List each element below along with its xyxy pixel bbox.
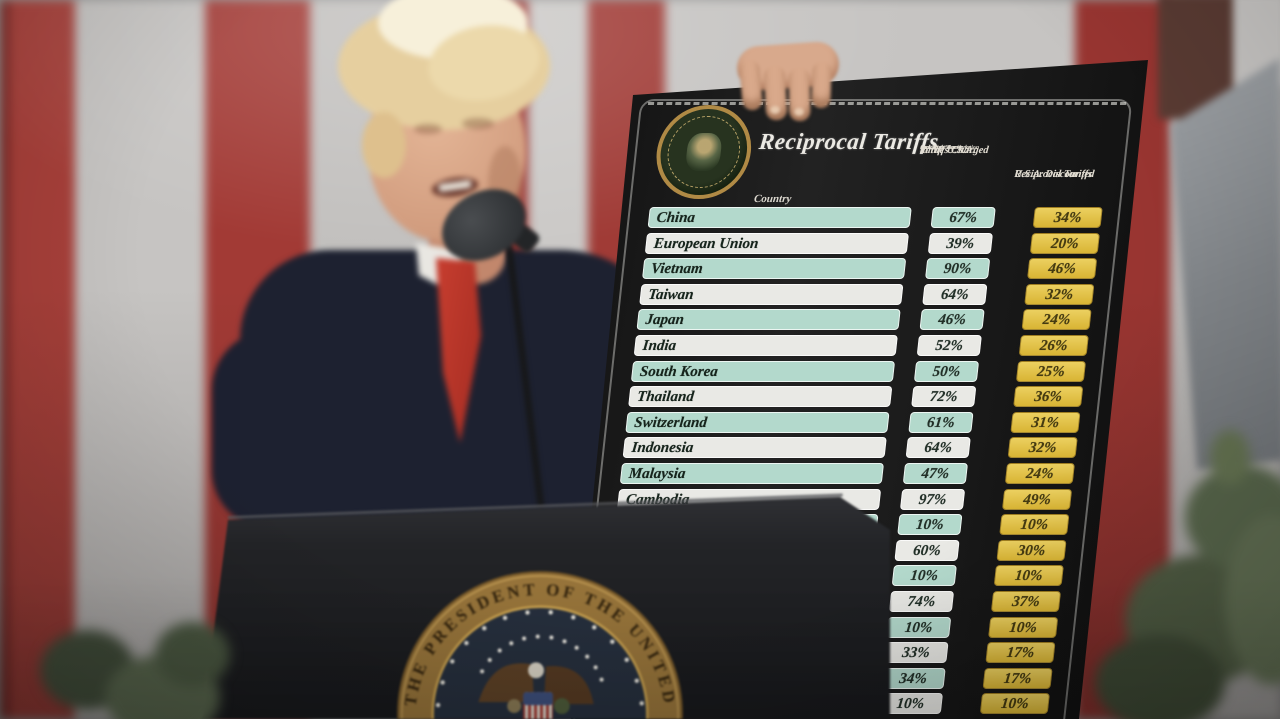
seal-eagle-icon <box>478 662 594 719</box>
hair-side <box>362 112 406 178</box>
brow-shadow-left <box>414 124 442 134</box>
podium-presidential-seal-icon: THE PRESIDENT OF THE UNITED <box>397 571 683 719</box>
fingernail <box>770 106 780 114</box>
brow-shadow-right <box>462 118 494 129</box>
fingernail <box>794 108 804 116</box>
